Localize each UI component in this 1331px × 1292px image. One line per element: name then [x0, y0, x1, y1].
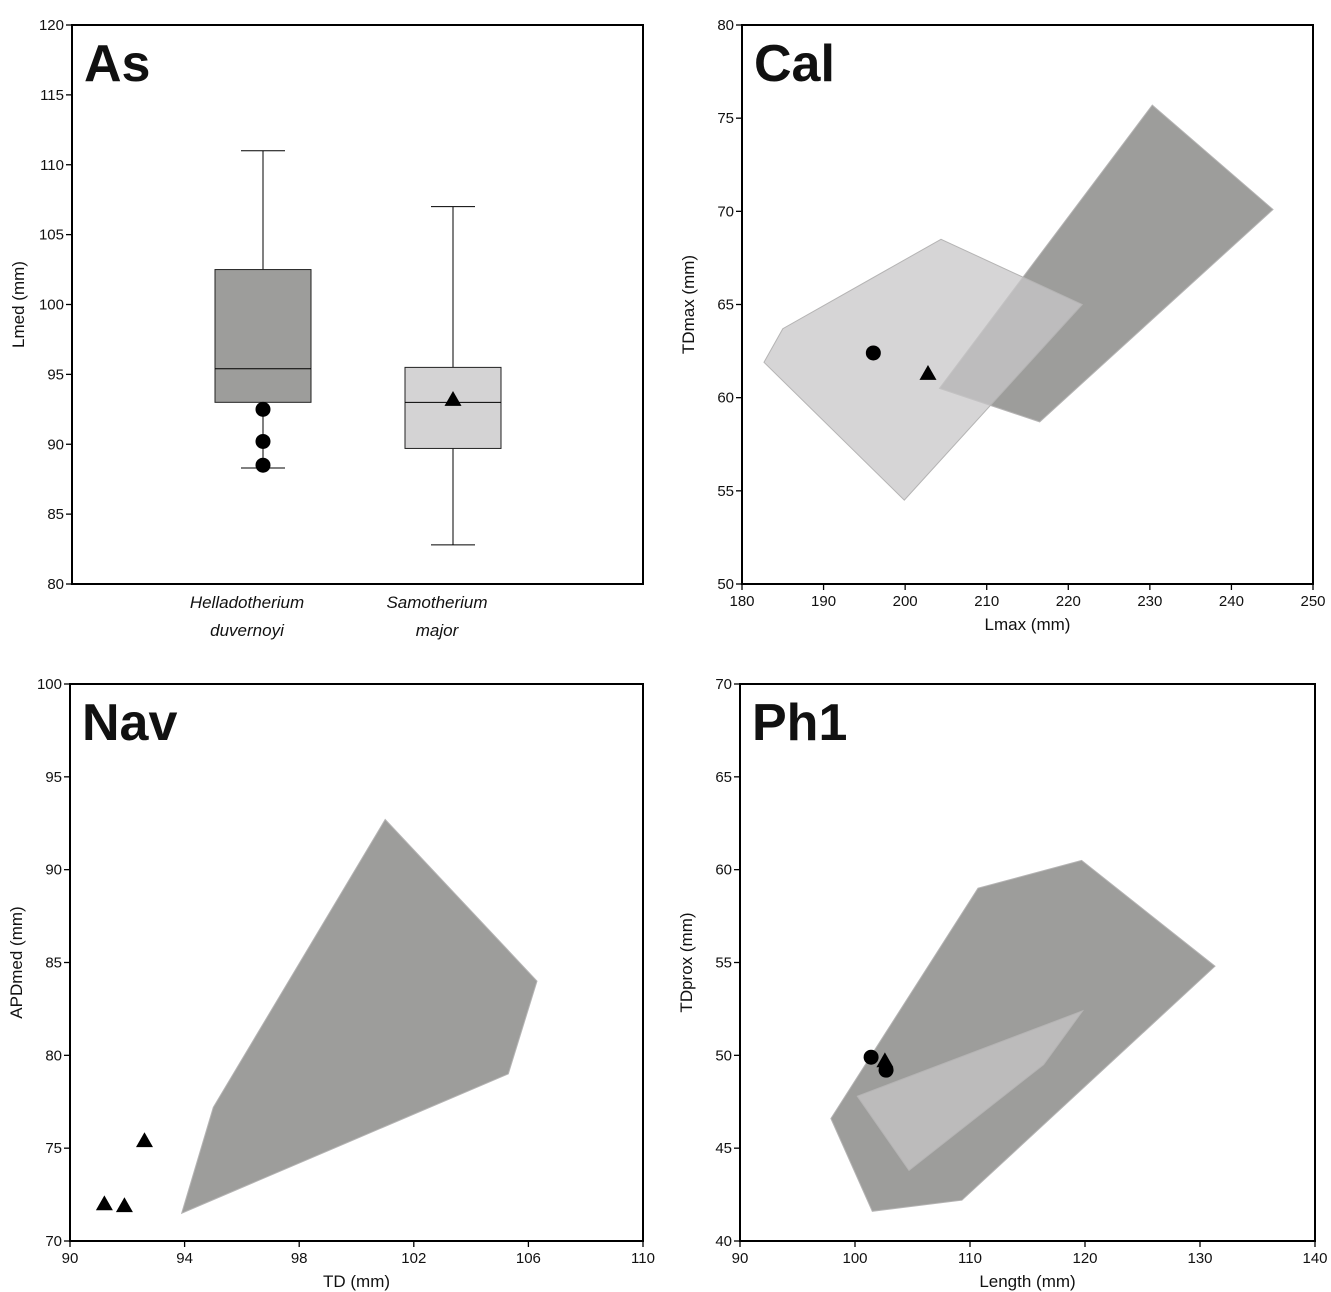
y-axis-label: APDmed (mm): [7, 906, 26, 1018]
x-tick-label: 98: [291, 1250, 308, 1267]
x-axis-label: TD (mm): [323, 1272, 390, 1291]
y-axis-label: Lmed (mm): [9, 261, 28, 348]
x-tick-label: 120: [1072, 1250, 1097, 1267]
data-point: [444, 391, 462, 406]
x-tick-label: 190: [811, 593, 836, 610]
panel-title: As: [84, 35, 150, 93]
x-tick-label: 140: [1302, 1250, 1327, 1267]
plot-frame: [69, 683, 644, 1242]
y-tick-label: 110: [40, 157, 64, 174]
box-1: [404, 206, 502, 546]
y-tick-label: 75: [45, 1140, 62, 1157]
y-tick-label: 55: [715, 955, 732, 972]
x-axis-label: Lmax (mm): [985, 615, 1071, 634]
x-tick-label: 106: [516, 1250, 541, 1267]
y-tick-label: 50: [715, 1047, 732, 1064]
x-tick-label: 200: [893, 593, 918, 610]
y-tick-label: 50: [717, 576, 734, 593]
plot-frame: [739, 683, 1316, 1242]
x-tick-label: 102: [401, 1250, 426, 1267]
data-point: [878, 1062, 894, 1078]
x-tick-label: 100: [842, 1250, 867, 1267]
y-tick-label: 100: [39, 297, 64, 314]
y-tick-label: 70: [717, 203, 734, 220]
y-tick-label: 75: [717, 110, 734, 127]
y-axis-label: TDmax (mm): [679, 255, 698, 354]
y-tick-label: 90: [47, 436, 64, 453]
x-tick-label: 110: [631, 1250, 655, 1267]
x-tick-label: 250: [1300, 593, 1325, 610]
y-tick-label: 105: [39, 227, 64, 244]
category-label-line2: duvernoyi: [210, 621, 285, 640]
convex-hull-1: [763, 238, 1084, 501]
y-tick-label: 80: [47, 576, 64, 593]
box-iqr: [404, 366, 502, 449]
y-tick-label: 90: [45, 862, 62, 879]
plot-frame: [71, 24, 644, 585]
box-iqr: [214, 269, 312, 403]
y-tick-label: 85: [45, 955, 62, 972]
data-point: [115, 1197, 133, 1213]
data-point: [863, 1049, 879, 1065]
y-tick-label: 80: [45, 1047, 62, 1064]
panel-title: Cal: [754, 35, 835, 93]
category-label-line2: major: [416, 621, 460, 640]
x-tick-label: 240: [1219, 593, 1244, 610]
x-tick-label: 230: [1137, 593, 1162, 610]
panel-title: Ph1: [752, 694, 847, 752]
panel-nav: 90 94 98 102 106 110 TD (mm) 70 75 80 85 90 95 100 APD…: [7, 676, 655, 1291]
y-tick-label: 70: [715, 676, 732, 693]
data-point: [919, 364, 937, 380]
data-point: [255, 401, 271, 417]
y-tick-label: 65: [717, 297, 734, 314]
x-tick-label: 90: [62, 1250, 79, 1267]
data-point: [95, 1195, 113, 1211]
data-point: [865, 345, 881, 361]
box-0: [214, 150, 312, 469]
x-tick-label: 180: [729, 593, 754, 610]
y-tick-label: 100: [37, 676, 62, 693]
x-tick-label: 110: [958, 1250, 982, 1267]
plot-frame: [741, 24, 1314, 585]
y-tick-label: 65: [715, 769, 732, 786]
y-tick-label: 95: [45, 769, 62, 786]
data-point: [255, 457, 271, 473]
y-tick-label: 85: [47, 506, 64, 523]
panel-ph1: 90 100 110 120 130 140 Length (mm) 40 45 50 55 60 65…: [677, 676, 1328, 1291]
x-tick-label: 130: [1187, 1250, 1212, 1267]
x-axis-label: Length (mm): [979, 1272, 1075, 1291]
y-tick-label: 40: [715, 1233, 732, 1250]
x-tick-label: 210: [974, 593, 999, 610]
y-tick-label: 60: [715, 862, 732, 879]
panel-cal: 180 190 200 210 220 230 240 250 Lmax (mm) 50 55 60 6…: [679, 17, 1326, 634]
x-tick-label: 90: [732, 1250, 749, 1267]
category-label-line1: Samotherium: [386, 593, 487, 612]
y-tick-label: 70: [45, 1233, 62, 1250]
y-tick-label: 120: [39, 17, 64, 34]
x-tick-label: 94: [176, 1250, 193, 1267]
panel-title: Nav: [82, 694, 177, 752]
y-tick-label: 55: [717, 483, 734, 500]
convex-hull-0: [180, 818, 538, 1215]
y-tick-label: 45: [715, 1140, 732, 1157]
y-tick-label: 60: [717, 390, 734, 407]
y-axis-label: TDprox (mm): [677, 912, 696, 1012]
y-tick-label: 95: [47, 366, 64, 383]
y-tick-label: 115: [40, 87, 64, 104]
category-label-line1: Helladotherium: [190, 593, 304, 612]
panel-as: Helladotherium duvernoyi Samotherium major 8…: [9, 17, 644, 640]
data-point: [255, 433, 271, 449]
x-tick-label: 220: [1056, 593, 1081, 610]
y-tick-label: 80: [717, 17, 734, 34]
data-point: [135, 1132, 153, 1148]
convex-hull-1: [856, 1009, 1085, 1172]
